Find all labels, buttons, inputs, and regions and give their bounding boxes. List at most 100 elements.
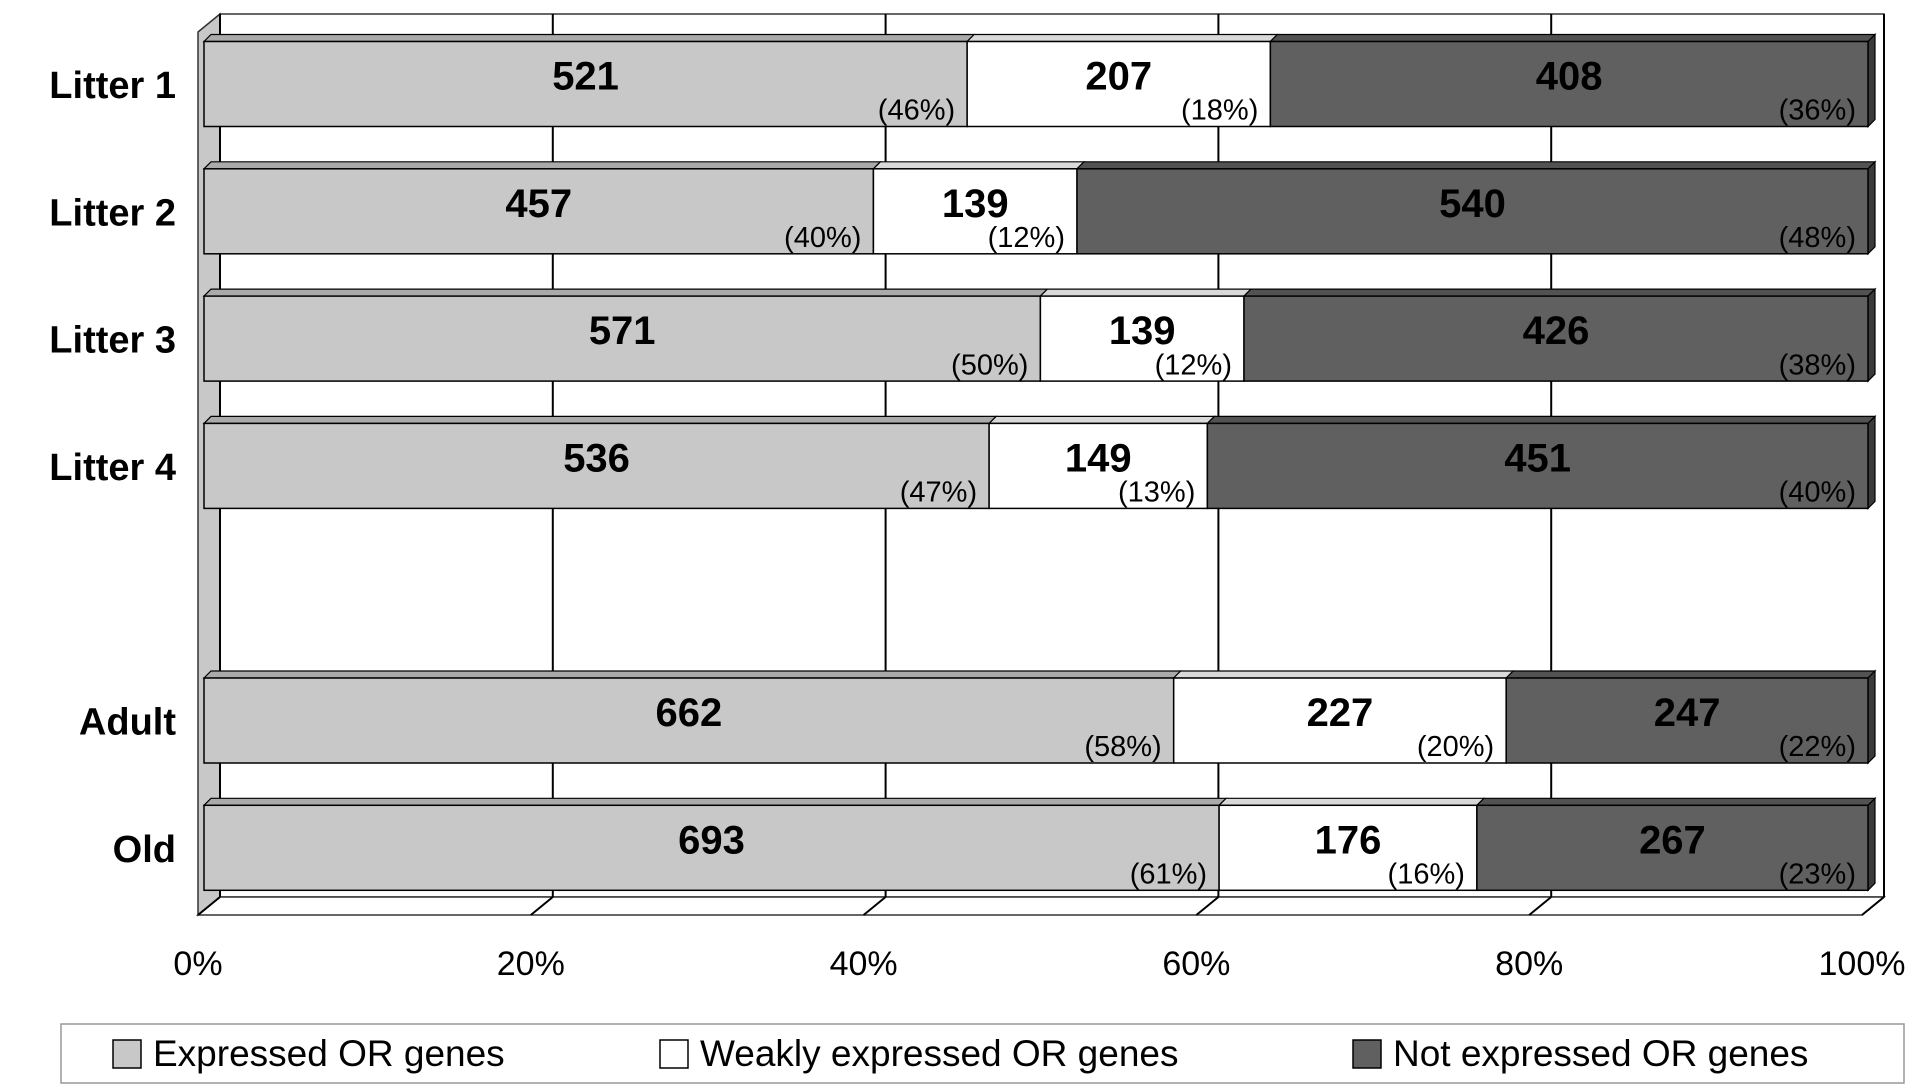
y-tick-label: Old <box>113 829 176 871</box>
percent-label: (61%) <box>1130 858 1207 890</box>
bar-top <box>1075 161 1877 170</box>
bar-top <box>1475 797 1877 806</box>
x-tick-label: 60% <box>1162 945 1230 983</box>
legend-swatch <box>1352 1039 1382 1069</box>
value-label: 693 <box>678 818 745 862</box>
value-label: 227 <box>1307 691 1374 735</box>
bar <box>988 422 1209 510</box>
tick-mark <box>1528 896 1552 916</box>
x-tick-label: 0% <box>173 945 222 983</box>
percent-label: (12%) <box>988 222 1065 254</box>
value-label: 139 <box>1109 309 1176 353</box>
bar <box>1218 804 1478 892</box>
percent-label: (22%) <box>1779 731 1856 763</box>
bar <box>203 168 875 255</box>
bar <box>1243 295 1869 382</box>
value-label: 267 <box>1639 818 1706 862</box>
percent-label: (16%) <box>1388 858 1465 890</box>
bar-top <box>1504 670 1877 679</box>
bar <box>203 677 1175 764</box>
y-tick-label: Litter 4 <box>49 447 176 489</box>
bar <box>203 422 990 510</box>
percent-label: (36%) <box>1779 95 1856 127</box>
legend-swatch <box>659 1039 689 1069</box>
bar-top <box>202 161 882 170</box>
legend-label: Weakly expressed OR genes <box>700 1033 1179 1074</box>
value-label: 536 <box>563 436 630 480</box>
bar <box>1476 804 1869 892</box>
percent-label: (12%) <box>1155 349 1232 381</box>
bar-side <box>1867 414 1876 510</box>
value-label: 408 <box>1536 55 1603 99</box>
bar <box>1076 168 1869 255</box>
bar <box>203 40 968 128</box>
value-label: 540 <box>1439 182 1506 226</box>
bar-top <box>871 161 1086 170</box>
percent-label: (58%) <box>1084 731 1161 763</box>
bar-top <box>202 670 1183 679</box>
percent-label: (48%) <box>1779 222 1856 254</box>
percent-label: (47%) <box>900 477 977 509</box>
bar <box>1172 677 1507 764</box>
percent-label: (40%) <box>784 222 861 254</box>
y-tick-label: Adult <box>79 702 176 744</box>
bar-top <box>1172 670 1515 679</box>
floor <box>195 896 1887 916</box>
bar <box>966 40 1272 128</box>
legend-box <box>60 1023 1905 1084</box>
bar <box>203 804 1220 892</box>
y-tick-label: Litter 1 <box>49 65 176 107</box>
bar-side <box>1867 160 1876 256</box>
value-label: 521 <box>552 55 619 99</box>
bar-top <box>1217 797 1486 806</box>
bar-side <box>1867 669 1876 765</box>
bar <box>872 168 1078 255</box>
bar-top <box>965 33 1279 43</box>
percent-label: (20%) <box>1417 731 1494 763</box>
bar <box>1039 295 1245 382</box>
legend-label: Not expressed OR genes <box>1393 1033 1808 1074</box>
bar-top <box>202 797 1228 806</box>
value-label: 571 <box>589 309 656 353</box>
percent-label: (13%) <box>1118 477 1195 509</box>
bar-top <box>202 415 998 424</box>
bar <box>1505 677 1869 764</box>
value-label: 457 <box>505 182 572 226</box>
y-tick-label: Litter 3 <box>49 320 176 362</box>
x-tick-label: 20% <box>497 945 565 983</box>
value-label: 426 <box>1523 309 1590 353</box>
percent-label: (18%) <box>1181 95 1258 127</box>
value-label: 662 <box>655 691 722 735</box>
y-tick-label: Litter 2 <box>49 192 176 234</box>
value-label: 247 <box>1654 691 1721 735</box>
bar-top <box>202 288 1049 297</box>
percent-label: (40%) <box>1779 477 1856 509</box>
bar-top <box>202 33 976 43</box>
value-label: 176 <box>1315 818 1382 862</box>
bar-top <box>1038 288 1253 297</box>
percent-label: (23%) <box>1779 858 1856 890</box>
percent-label: (38%) <box>1779 349 1856 381</box>
legend-swatch <box>112 1039 142 1069</box>
value-label: 207 <box>1085 55 1152 99</box>
bar-side <box>1867 287 1876 383</box>
tick-mark <box>862 896 887 916</box>
bar-top <box>1205 415 1877 424</box>
legend-label: Expressed OR genes <box>153 1033 505 1074</box>
bar-top <box>1268 33 1877 43</box>
tick-mark <box>197 896 221 916</box>
bar-side <box>1867 33 1876 128</box>
value-label: 139 <box>942 182 1009 226</box>
x-tick-label: 40% <box>830 945 898 983</box>
percent-label: (46%) <box>878 95 955 127</box>
value-label: 451 <box>1504 436 1571 480</box>
bar <box>1269 40 1869 128</box>
tick-mark <box>1861 896 1885 916</box>
value-label: 149 <box>1065 436 1132 480</box>
bar <box>203 295 1042 382</box>
bar-top <box>1242 288 1877 297</box>
tick-mark <box>530 896 554 916</box>
x-tick-label: 100% <box>1819 945 1906 983</box>
